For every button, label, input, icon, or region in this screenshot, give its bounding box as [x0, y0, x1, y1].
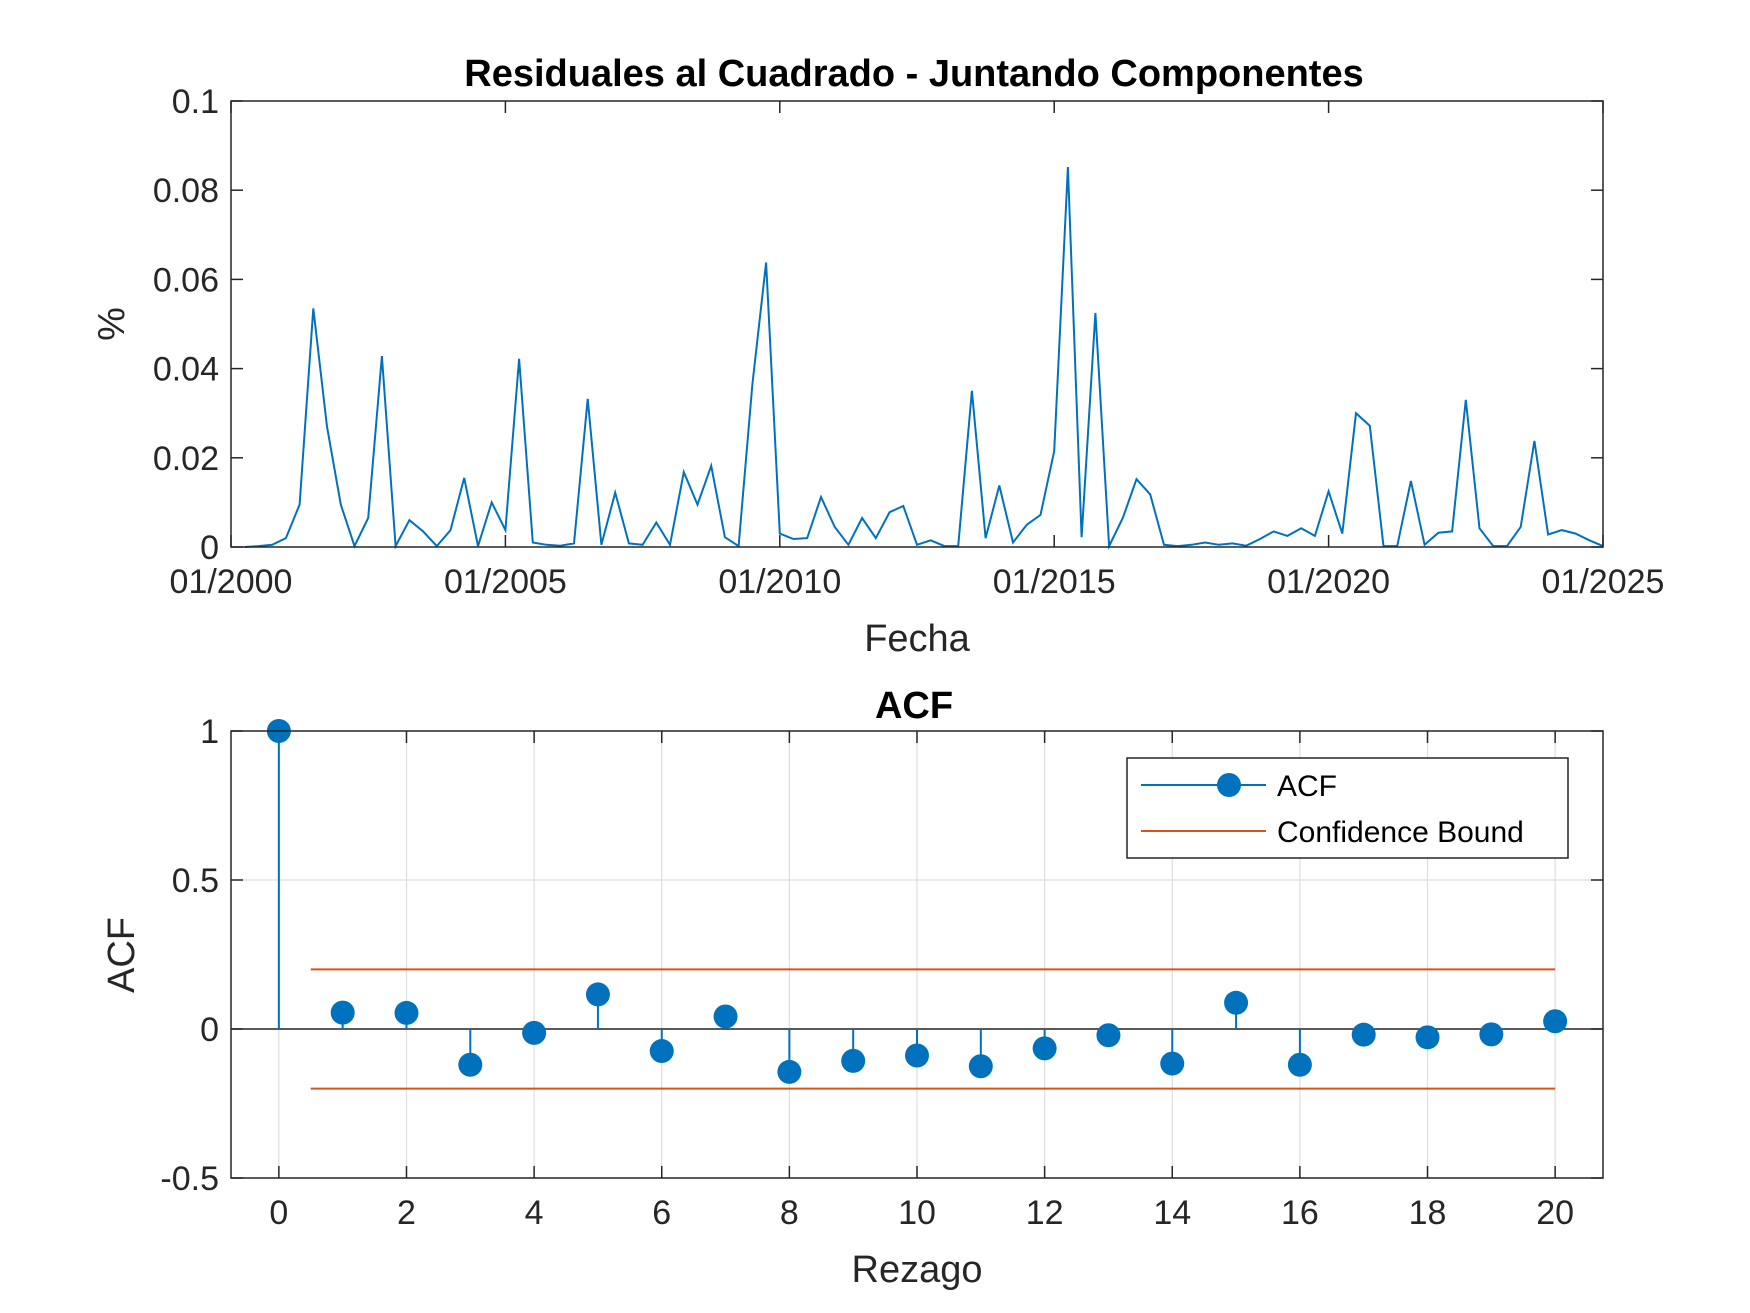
- legend-acf-marker: [1217, 773, 1241, 797]
- acf-chart-title: ACF: [875, 685, 953, 727]
- residuals-x-tick-label: 01/2020: [1267, 563, 1390, 601]
- residuals-series-line: [244, 166, 1604, 550]
- residuals-y-axis-label: %: [91, 307, 133, 341]
- acf-y-axis-label: ACF: [101, 917, 143, 993]
- acf-stem-marker: [1224, 990, 1249, 1015]
- acf-x-tick-label: 18: [1409, 1194, 1447, 1232]
- legend-bound-label: Confidence Bound: [1277, 816, 1524, 849]
- acf-axes-box: [230, 730, 1604, 1179]
- acf-stem-marker: [585, 982, 610, 1007]
- acf-x-tick-label: 2: [397, 1194, 416, 1232]
- acf-chart: ACF 0 2 4 6 8 10 12 14 16 18 20 -0.5 0 0.5 1 Rezago AC…: [101, 685, 1604, 1291]
- acf-x-tick-label: 12: [1026, 1194, 1064, 1232]
- acf-stem-marker: [1096, 1023, 1121, 1048]
- acf-stem-marker: [522, 1020, 547, 1045]
- acf-x-tick-label: 20: [1536, 1194, 1574, 1232]
- acf-legend-box: [1126, 757, 1569, 859]
- acf-stem-marker: [1351, 1022, 1376, 1047]
- residuals-x-tick-label: 01/2005: [444, 563, 567, 601]
- acf-stem-marker: [1543, 1009, 1568, 1034]
- acf-x-tick-label: 8: [780, 1194, 799, 1232]
- acf-stem-marker: [1415, 1025, 1440, 1050]
- residuals-x-tick-label: 01/2025: [1542, 563, 1665, 601]
- acf-legend: ACF Confidence Bound: [1126, 757, 1569, 859]
- acf-stem-marker: [1479, 1022, 1504, 1047]
- residuals-axes-box: [230, 100, 1604, 548]
- acf-stem-marker: [905, 1043, 929, 1068]
- residuals-y-tick-label: 0.04: [153, 351, 219, 389]
- acf-stem-marker: [649, 1039, 674, 1064]
- acf-y-tick-label: 0.5: [172, 862, 219, 900]
- acf-y-tick-label: 0: [200, 1011, 219, 1049]
- acf-stem-marker: [777, 1059, 802, 1084]
- acf-y-tick-label: -0.5: [160, 1160, 219, 1198]
- acf-stem-marker: [713, 1004, 738, 1029]
- residuals-y-tick-label: 0.02: [153, 440, 219, 478]
- residuals-x-tick-label: 01/2015: [993, 563, 1116, 601]
- residuals-y-tick-label: 0.06: [153, 261, 219, 299]
- acf-x-tick-label: 16: [1281, 1194, 1319, 1232]
- acf-x-tick-label: 6: [652, 1194, 671, 1232]
- acf-x-tick-label: 14: [1153, 1194, 1191, 1232]
- acf-x-tick-label: 0: [269, 1194, 288, 1232]
- acf-stem-marker: [1160, 1051, 1185, 1076]
- legend-acf-label: ACF: [1277, 770, 1337, 803]
- acf-y-tick-label: 1: [200, 713, 219, 751]
- residuals-chart-title: Residuales al Cuadrado - Juntando Compon…: [464, 53, 1363, 95]
- acf-x-tick-label: 10: [898, 1194, 936, 1232]
- residuals-x-axis-label: Fecha: [864, 618, 970, 660]
- acf-stem-marker: [394, 1000, 419, 1025]
- acf-stem-marker: [1287, 1052, 1312, 1077]
- residuals-x-tick-label: 01/2010: [718, 563, 841, 601]
- acf-x-tick-label: 4: [525, 1194, 544, 1232]
- acf-stem-marker: [330, 1000, 355, 1025]
- acf-stem-marker: [1032, 1036, 1057, 1061]
- residuals-plot-area: [231, 101, 1603, 547]
- acf-stem-marker: [968, 1054, 993, 1079]
- residuals-y-tick-label: 0.1: [172, 83, 219, 121]
- residuals-chart: Residuales al Cuadrado - Juntando Compon…: [91, 53, 1664, 660]
- acf-x-axis-label: Rezago: [852, 1249, 983, 1291]
- residuals-y-tick-label: 0.08: [153, 172, 219, 210]
- acf-stem-marker: [841, 1048, 866, 1073]
- residuals-y-tick-label: 0: [200, 529, 219, 567]
- acf-stem-marker: [458, 1052, 483, 1077]
- residuals-x-tick-label: 01/2000: [170, 563, 293, 601]
